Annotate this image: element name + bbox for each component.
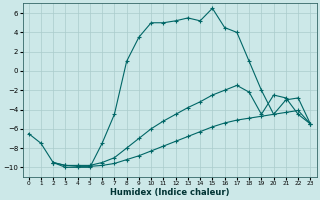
X-axis label: Humidex (Indice chaleur): Humidex (Indice chaleur) <box>110 188 229 197</box>
